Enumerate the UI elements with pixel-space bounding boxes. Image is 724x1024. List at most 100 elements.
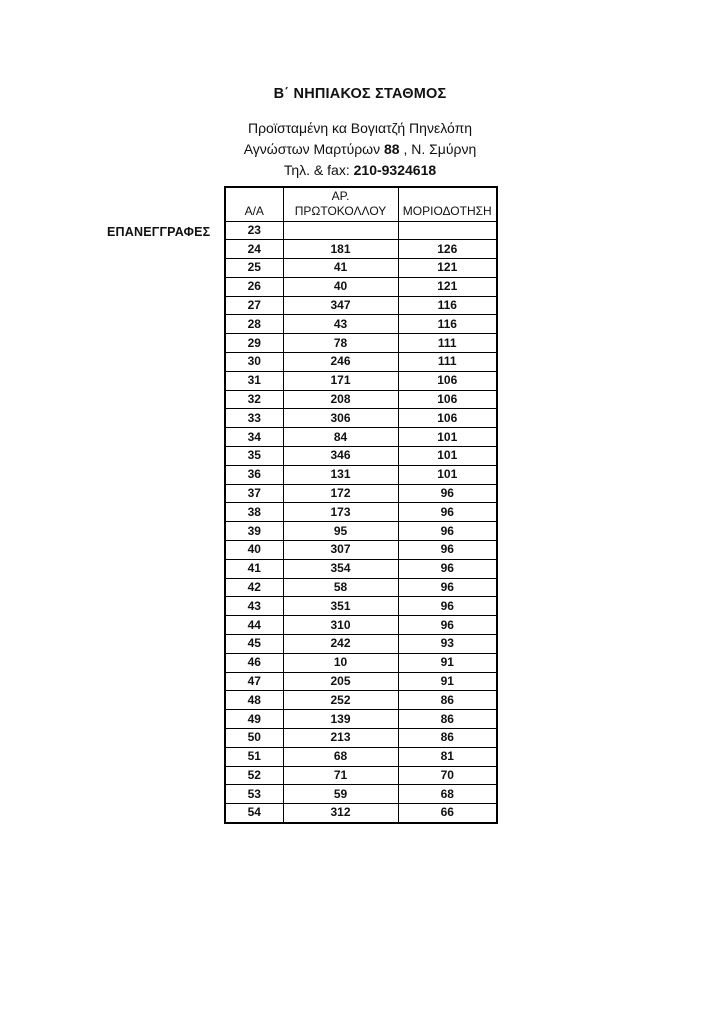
scores-table-body: 23 24 181 126 25 41 121 26 40 121 27 347 116 28 43 116 2… bbox=[224, 220, 498, 823]
table-row: 51 68 81 bbox=[224, 746, 498, 767]
table-row: 29 78 111 bbox=[224, 333, 498, 354]
cell-moriodotisi: 121 bbox=[397, 276, 498, 297]
cell-protocol: 131 bbox=[282, 464, 399, 485]
cell-protocol: 351 bbox=[282, 596, 399, 617]
table-row: 54 312 66 bbox=[224, 803, 498, 823]
cell-protocol: 242 bbox=[282, 634, 399, 654]
cell-aa: 41 bbox=[224, 558, 284, 579]
cell-aa: 48 bbox=[224, 690, 284, 711]
cell-protocol: 59 bbox=[282, 784, 399, 805]
cell-aa: 44 bbox=[224, 615, 284, 636]
scores-table-header: Α/Α ΑΡ. ΠΡΩΤΟΚΟΛΛΟΥ ΜΟΡΙΟΔΟΤΗΣΗ bbox=[224, 186, 498, 222]
table-row: 23 bbox=[224, 220, 498, 241]
cell-moriodotisi: 121 bbox=[397, 258, 498, 278]
cell-aa: 49 bbox=[224, 709, 284, 730]
cell-moriodotisi: 91 bbox=[397, 652, 498, 673]
table-row: 38 173 96 bbox=[224, 502, 498, 523]
table-row: 37 172 96 bbox=[224, 483, 498, 504]
cell-protocol: 43 bbox=[282, 314, 399, 335]
cell-protocol: 10 bbox=[282, 652, 399, 673]
cell-aa: 24 bbox=[224, 239, 284, 260]
cell-moriodotisi: 96 bbox=[397, 558, 498, 579]
manager-text: Προϊσταμένη κα Βογιατζή Πηνελόπη bbox=[247, 120, 473, 136]
cell-protocol: 40 bbox=[282, 276, 399, 297]
cell-protocol: 347 bbox=[282, 295, 399, 316]
cell-moriodotisi: 96 bbox=[397, 596, 498, 617]
cell-aa: 34 bbox=[224, 427, 284, 448]
cell-moriodotisi: 101 bbox=[397, 464, 498, 485]
cell-aa: 39 bbox=[224, 521, 284, 542]
cell-protocol: 41 bbox=[282, 258, 399, 278]
cell-protocol: 208 bbox=[282, 389, 399, 410]
cell-moriodotisi bbox=[397, 220, 498, 241]
table-row: 31 171 106 bbox=[224, 370, 498, 391]
cell-protocol: 139 bbox=[282, 709, 399, 730]
cell-moriodotisi: 101 bbox=[397, 427, 498, 448]
cell-aa: 33 bbox=[224, 408, 284, 429]
cell-aa: 45 bbox=[224, 634, 284, 654]
cell-protocol: 205 bbox=[282, 671, 399, 692]
cell-moriodotisi: 111 bbox=[397, 333, 498, 354]
cell-moriodotisi: 96 bbox=[397, 577, 498, 598]
header-line-manager: Προϊσταμένη κα Βογιατζή Πηνελόπη bbox=[0, 118, 720, 139]
table-row: 26 40 121 bbox=[224, 276, 498, 297]
cell-moriodotisi: 93 bbox=[397, 634, 498, 654]
cell-moriodotisi: 116 bbox=[397, 314, 498, 335]
table-row: 50 213 86 bbox=[224, 728, 498, 748]
cell-protocol: 306 bbox=[282, 408, 399, 429]
table-row: 43 351 96 bbox=[224, 596, 498, 617]
cell-aa: 51 bbox=[224, 746, 284, 767]
section-label-epanengrafes: ΕΠΑΝΕΓΓΡΑΦΕΣ bbox=[107, 225, 211, 239]
table-row: 27 347 116 bbox=[224, 295, 498, 316]
cell-aa: 52 bbox=[224, 765, 284, 786]
table-row: 53 59 68 bbox=[224, 784, 498, 805]
table-row: 28 43 116 bbox=[224, 314, 498, 335]
cell-moriodotisi: 86 bbox=[397, 690, 498, 711]
cell-moriodotisi: 96 bbox=[397, 540, 498, 560]
document-header: Β΄ ΝΗΠΙΑΚΟΣ ΣΤΑΘΜΟΣ Προϊσταμένη κα Βογια… bbox=[0, 86, 720, 181]
cell-aa: 26 bbox=[224, 276, 284, 297]
table-row: 24 181 126 bbox=[224, 239, 498, 260]
cell-aa: 23 bbox=[224, 220, 284, 241]
cell-aa: 28 bbox=[224, 314, 284, 335]
phone-number: 210-9324618 bbox=[353, 162, 437, 178]
cell-moriodotisi: 96 bbox=[397, 521, 498, 542]
cell-protocol: 246 bbox=[282, 352, 399, 372]
cell-protocol: 84 bbox=[282, 427, 399, 448]
cell-moriodotisi: 101 bbox=[397, 446, 498, 466]
cell-aa: 35 bbox=[224, 446, 284, 466]
cell-moriodotisi: 96 bbox=[397, 502, 498, 523]
cell-moriodotisi: 86 bbox=[397, 709, 498, 730]
cell-protocol: 58 bbox=[282, 577, 399, 598]
cell-protocol: 173 bbox=[282, 502, 399, 523]
address-prefix: Αγνώστων Μαρτύρων bbox=[243, 141, 385, 157]
cell-protocol: 95 bbox=[282, 521, 399, 542]
scores-table: Α/Α ΑΡ. ΠΡΩΤΟΚΟΛΛΟΥ ΜΟΡΙΟΔΟΤΗΣΗ 23 24 181 1… bbox=[224, 186, 498, 824]
cell-aa: 54 bbox=[224, 803, 284, 823]
table-row: 47 205 91 bbox=[224, 671, 498, 692]
cell-protocol: 346 bbox=[282, 446, 399, 466]
page-title: Β΄ ΝΗΠΙΑΚΟΣ ΣΤΑΘΜΟΣ bbox=[273, 86, 447, 102]
cell-moriodotisi: 106 bbox=[397, 408, 498, 429]
cell-protocol: 354 bbox=[282, 558, 399, 579]
table-row: 45 242 93 bbox=[224, 634, 498, 654]
cell-moriodotisi: 86 bbox=[397, 728, 498, 748]
header-line-phone: Τηλ. & fax: 210-9324618 bbox=[0, 160, 720, 181]
cell-protocol: 71 bbox=[282, 765, 399, 786]
cell-aa: 43 bbox=[224, 596, 284, 617]
phone-prefix: Τηλ. & fax: bbox=[283, 162, 354, 178]
cell-aa: 27 bbox=[224, 295, 284, 316]
address-number: 88 bbox=[384, 141, 400, 157]
cell-aa: 42 bbox=[224, 577, 284, 598]
col-header-protocol: ΑΡ. ΠΡΩΤΟΚΟΛΛΟΥ bbox=[282, 186, 399, 222]
cell-aa: 53 bbox=[224, 784, 284, 805]
cell-aa: 36 bbox=[224, 464, 284, 485]
table-row: 39 95 96 bbox=[224, 521, 498, 542]
cell-moriodotisi: 106 bbox=[397, 370, 498, 391]
header-row: Α/Α ΑΡ. ΠΡΩΤΟΚΟΛΛΟΥ ΜΟΡΙΟΔΟΤΗΣΗ bbox=[224, 186, 498, 222]
cell-moriodotisi: 81 bbox=[397, 746, 498, 767]
address-suffix: , Ν. Σμύρνη bbox=[399, 141, 477, 157]
table-row: 35 346 101 bbox=[224, 446, 498, 466]
table-row: 33 306 106 bbox=[224, 408, 498, 429]
